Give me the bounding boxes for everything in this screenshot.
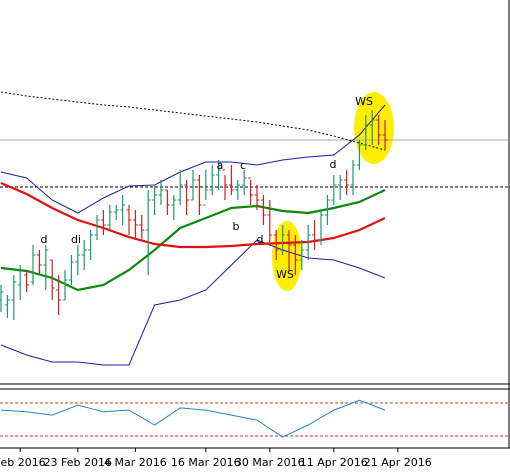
oscillator-line bbox=[0, 399, 386, 438]
annotation: d bbox=[41, 233, 48, 246]
annotation: c bbox=[240, 159, 246, 172]
annotation: a bbox=[217, 159, 224, 172]
x-tick-label: 16 Mar 2016 bbox=[171, 456, 241, 469]
highlight bbox=[354, 92, 394, 164]
x-tick-label: 11 Apr 2016 bbox=[300, 456, 368, 469]
indicator-line bbox=[0, 104, 386, 214]
annotation: WS bbox=[355, 95, 373, 108]
x-tick-label: 4 Mar 2016 bbox=[104, 456, 167, 469]
x-tick-label: Feb 2016 bbox=[0, 456, 46, 469]
annotation: WS bbox=[276, 268, 294, 281]
annotation: di bbox=[71, 233, 81, 246]
indicator-line bbox=[0, 91, 386, 151]
x-tick-label: 30 Mar 2016 bbox=[235, 456, 305, 469]
annotation: d bbox=[330, 158, 337, 171]
x-tick-label: 23 Feb 2016 bbox=[44, 456, 112, 469]
annotation: d bbox=[257, 233, 264, 246]
highlight bbox=[272, 221, 302, 291]
annotation: b bbox=[233, 220, 240, 233]
indicator-line bbox=[0, 239, 386, 366]
x-tick-label: 21 Apr 2016 bbox=[364, 456, 432, 469]
